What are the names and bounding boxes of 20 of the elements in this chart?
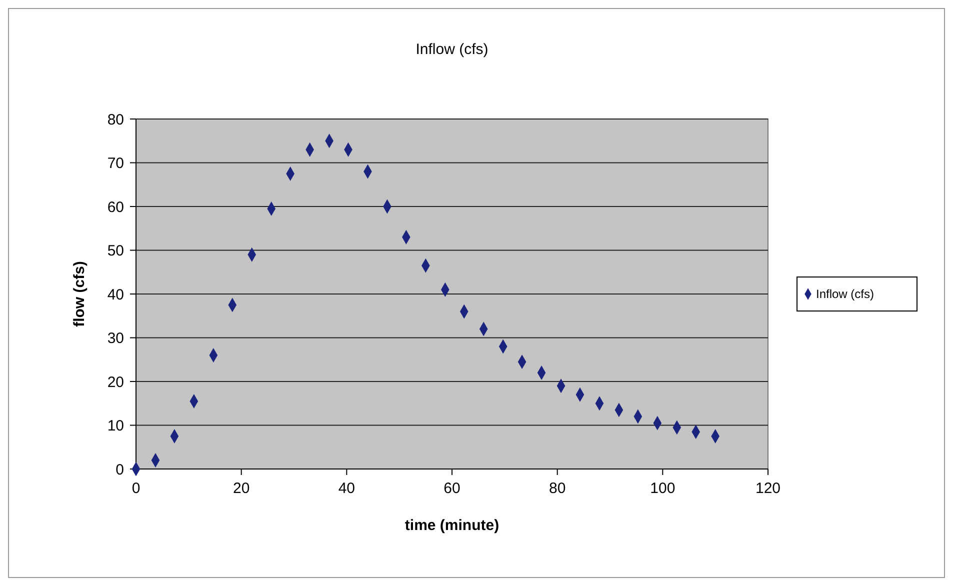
x-tick-label: 0: [132, 480, 140, 497]
y-tick-label: 80: [107, 111, 124, 128]
y-tick-label: 70: [107, 155, 124, 172]
y-tick-label: 10: [107, 418, 124, 434]
x-tick-label: 100: [650, 480, 676, 497]
y-tick-label: 40: [107, 286, 124, 304]
x-tick-label: 60: [444, 480, 460, 497]
x-tick-label: 120: [755, 480, 781, 497]
y-tick-label: 0: [116, 461, 124, 478]
y-axis-title: flow (cfs): [71, 261, 88, 327]
y-tick-label: 20: [107, 374, 124, 391]
x-tick-label: 80: [548, 480, 566, 497]
y-tick-label: 60: [107, 198, 124, 216]
x-axis-title: time (minute): [404, 517, 500, 534]
x-tick-label: 20: [232, 480, 250, 497]
chart-title: Inflow (cfs): [416, 41, 488, 58]
x-tick-label: 40: [338, 480, 356, 497]
y-tick-label: 50: [107, 242, 124, 260]
y-tick-label: 30: [107, 330, 124, 347]
legend-label: Inflow (cfs): [816, 287, 874, 302]
